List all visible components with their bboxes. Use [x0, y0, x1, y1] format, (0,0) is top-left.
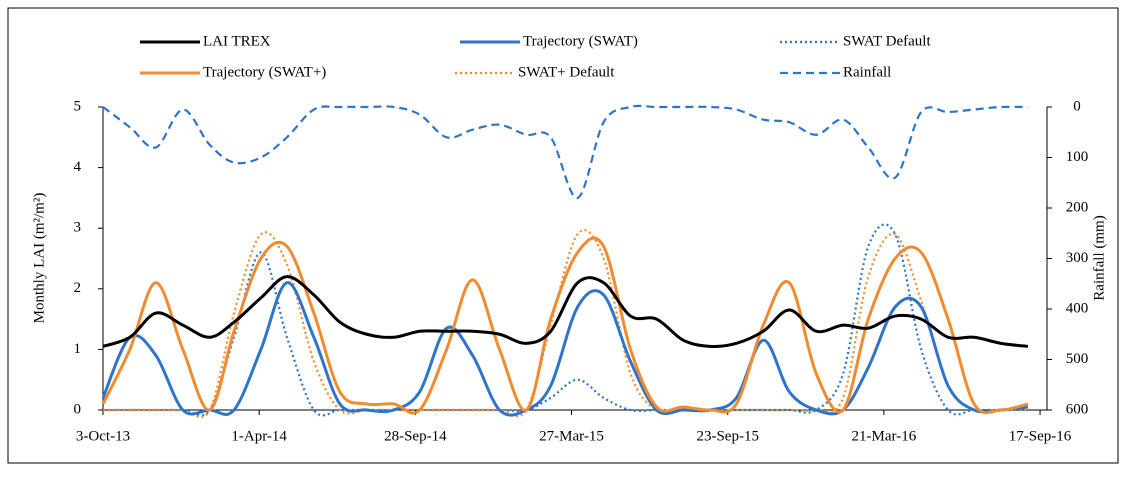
x-tick-label: 17-Sep-16: [1009, 428, 1072, 444]
x-tick-label: 1-Apr-14: [231, 428, 287, 444]
y-tick-label: 4: [74, 159, 82, 175]
x-tick-label: 21-Mar-16: [852, 428, 917, 444]
x-tick-label: 3-Oct-13: [76, 428, 130, 444]
y-tick-label: 1: [74, 341, 82, 357]
x-tick-label: 23-Sep-15: [696, 428, 759, 444]
series-line: [101, 281, 1029, 417]
y-tick-label: 2: [74, 280, 82, 296]
series-line: [102, 104, 1028, 199]
series-line: [101, 236, 1029, 415]
legend-label: SWAT+ Default: [518, 64, 615, 80]
y-tick-label: 5: [74, 98, 82, 114]
frame: [7, 7, 1119, 464]
y2-tick-label: 300: [1066, 250, 1089, 266]
legend-label: LAI TREX: [203, 33, 271, 49]
y2-tick-label: 500: [1066, 351, 1089, 367]
y2-tick-label: 400: [1066, 300, 1089, 316]
legend-label: Rainfall: [843, 64, 891, 80]
series-line: [102, 275, 1029, 348]
legend-label: Trajectory (SWAT): [523, 33, 638, 49]
y2-tick-label: 600: [1066, 401, 1089, 417]
y2-tick-label: 200: [1066, 199, 1089, 215]
y-axis-label: Monthly LAI (m²/m²): [31, 193, 47, 324]
y-tick-label: 0: [74, 401, 82, 417]
y2-tick-label: 100: [1066, 149, 1089, 165]
legend-label: SWAT Default: [843, 33, 931, 49]
x-tick-label: 27-Mar-15: [539, 428, 604, 444]
y2-tick-label: 0: [1073, 98, 1081, 114]
y-tick-label: 3: [74, 220, 82, 236]
x-tick-label: 28-Sep-14: [384, 428, 447, 444]
y2-axis-label: Rainfall (mm): [1091, 215, 1107, 300]
series-line: [103, 223, 1028, 417]
legend-label: Trajectory (SWAT+): [203, 64, 326, 80]
series-line: [103, 229, 1028, 419]
